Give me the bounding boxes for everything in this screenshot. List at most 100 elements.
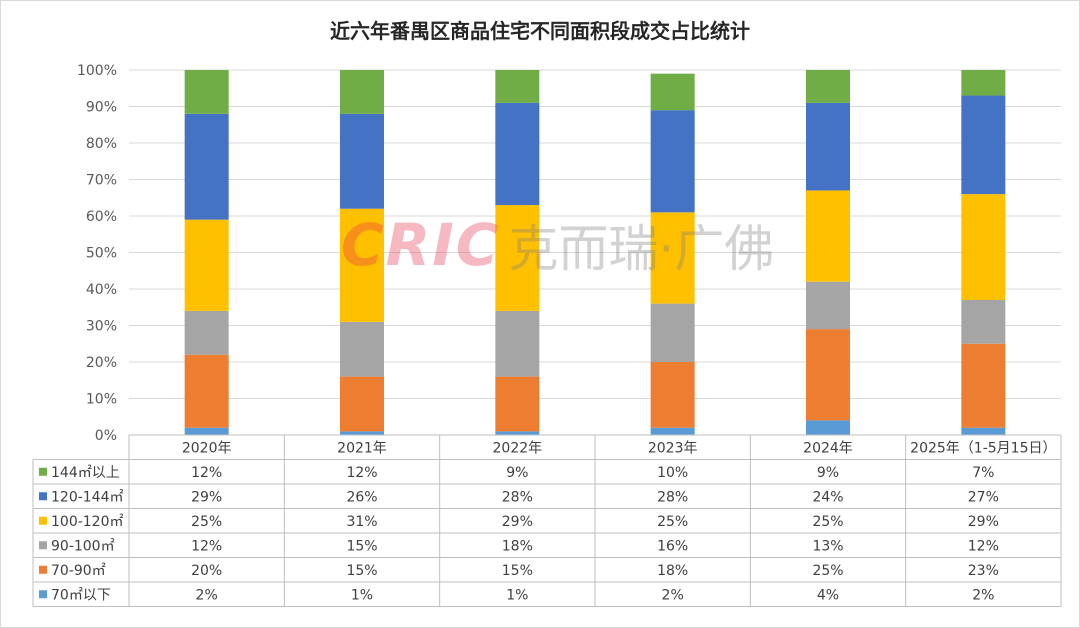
data-label: 12%	[191, 465, 222, 481]
data-label: 2%	[662, 587, 684, 603]
data-label: 23%	[968, 563, 999, 579]
bar-segment	[495, 376, 540, 432]
x-tick-label: 2025年（1-5月15日）	[910, 440, 1056, 456]
bar-segment	[961, 427, 1006, 435]
data-label: 12%	[191, 538, 222, 554]
bar-segment	[806, 102, 850, 191]
data-label: 9%	[506, 465, 528, 481]
data-label: 29%	[502, 514, 533, 530]
bar-segment	[184, 70, 229, 114]
legend-swatch	[39, 467, 47, 476]
y-tick-label: 70%	[86, 173, 117, 189]
bar-segment	[806, 190, 850, 282]
data-label: 18%	[657, 563, 688, 579]
data-label: 1%	[506, 587, 528, 603]
bar-segment	[650, 362, 695, 428]
y-tick-label: 90%	[86, 100, 117, 116]
x-tick-label: 2020年	[182, 440, 232, 456]
bar-segment	[340, 376, 384, 432]
data-label: 13%	[812, 538, 843, 554]
data-label: 25%	[657, 514, 688, 530]
y-tick-label: 100%	[77, 63, 117, 79]
bar-segment	[806, 281, 850, 330]
legend-label: 120-144㎡	[51, 489, 124, 505]
bar-segment	[340, 431, 384, 435]
x-tick-label: 2022年	[493, 440, 543, 456]
data-label: 7%	[972, 465, 994, 481]
bar-segment	[650, 427, 695, 435]
data-label: 2%	[196, 587, 218, 603]
data-label: 15%	[346, 563, 377, 579]
legend-swatch	[39, 541, 47, 550]
y-tick-label: 80%	[86, 136, 117, 152]
bar-segment	[340, 321, 384, 377]
data-label: 25%	[191, 514, 222, 530]
data-label: 24%	[812, 489, 843, 505]
bar-segment	[650, 303, 695, 362]
bar-segment	[495, 70, 540, 103]
bar-segment	[495, 205, 540, 311]
bar-segment	[184, 219, 229, 311]
bar-segment	[806, 420, 850, 435]
bar-segment	[495, 102, 540, 206]
x-tick-label: 2024年	[803, 440, 853, 456]
data-label: 9%	[817, 465, 839, 481]
y-tick-label: 40%	[86, 282, 117, 298]
bar-segment	[650, 73, 695, 111]
bar-segment	[495, 431, 540, 435]
y-tick-label: 20%	[86, 355, 117, 371]
y-tick-label: 50%	[86, 246, 117, 262]
y-tick-label: 10%	[86, 392, 117, 408]
x-tick-label: 2023年	[648, 440, 698, 456]
bar-segment	[340, 208, 384, 322]
data-label: 27%	[968, 489, 999, 505]
legend-label: 70㎡以下	[51, 587, 111, 603]
data-label: 25%	[812, 563, 843, 579]
legend-label: 144㎡以上	[51, 465, 120, 481]
data-label: 18%	[502, 538, 533, 554]
bar-segment	[961, 343, 1006, 428]
y-tick-label: 30%	[86, 319, 117, 335]
data-label: 28%	[502, 489, 533, 505]
bar-segment	[340, 70, 384, 114]
bar-segment	[961, 95, 1006, 195]
data-label: 29%	[191, 489, 222, 505]
y-tick-label: 0%	[95, 428, 117, 444]
bar-segment	[806, 70, 850, 103]
chart-title: 近六年番禺区商品住宅不同面积段成交占比统计	[330, 19, 750, 43]
data-label: 12%	[346, 465, 377, 481]
data-label: 10%	[657, 465, 688, 481]
data-label: 12%	[968, 538, 999, 554]
bar-segment	[650, 212, 695, 304]
bar-segment	[961, 70, 1006, 96]
bar-segment	[495, 310, 540, 377]
data-label: 20%	[191, 563, 222, 579]
y-tick-label: 60%	[86, 209, 117, 225]
bar-segment	[184, 310, 229, 355]
data-label: 16%	[657, 538, 688, 554]
legend-label: 100-120㎡	[51, 514, 124, 530]
data-label: 28%	[657, 489, 688, 505]
bar-segment	[184, 354, 229, 428]
legend-swatch	[39, 590, 47, 599]
x-tick-label: 2021年	[337, 440, 387, 456]
bar-segment	[184, 427, 229, 435]
legend-swatch	[39, 565, 47, 574]
legend-swatch	[39, 492, 47, 501]
legend-swatch	[39, 516, 47, 525]
data-label: 25%	[812, 514, 843, 530]
bar-segment	[650, 110, 695, 213]
data-label: 31%	[346, 514, 377, 530]
data-label: 26%	[346, 489, 377, 505]
bar-segment	[184, 113, 229, 220]
bar-segment	[961, 299, 1006, 344]
legend-label: 70-90㎡	[51, 563, 106, 579]
bar-segment	[806, 329, 850, 421]
bar-segment	[961, 194, 1006, 300]
data-label: 1%	[351, 587, 373, 603]
data-label: 15%	[502, 563, 533, 579]
legend-label: 90-100㎡	[51, 538, 115, 554]
data-label: 29%	[968, 514, 999, 530]
